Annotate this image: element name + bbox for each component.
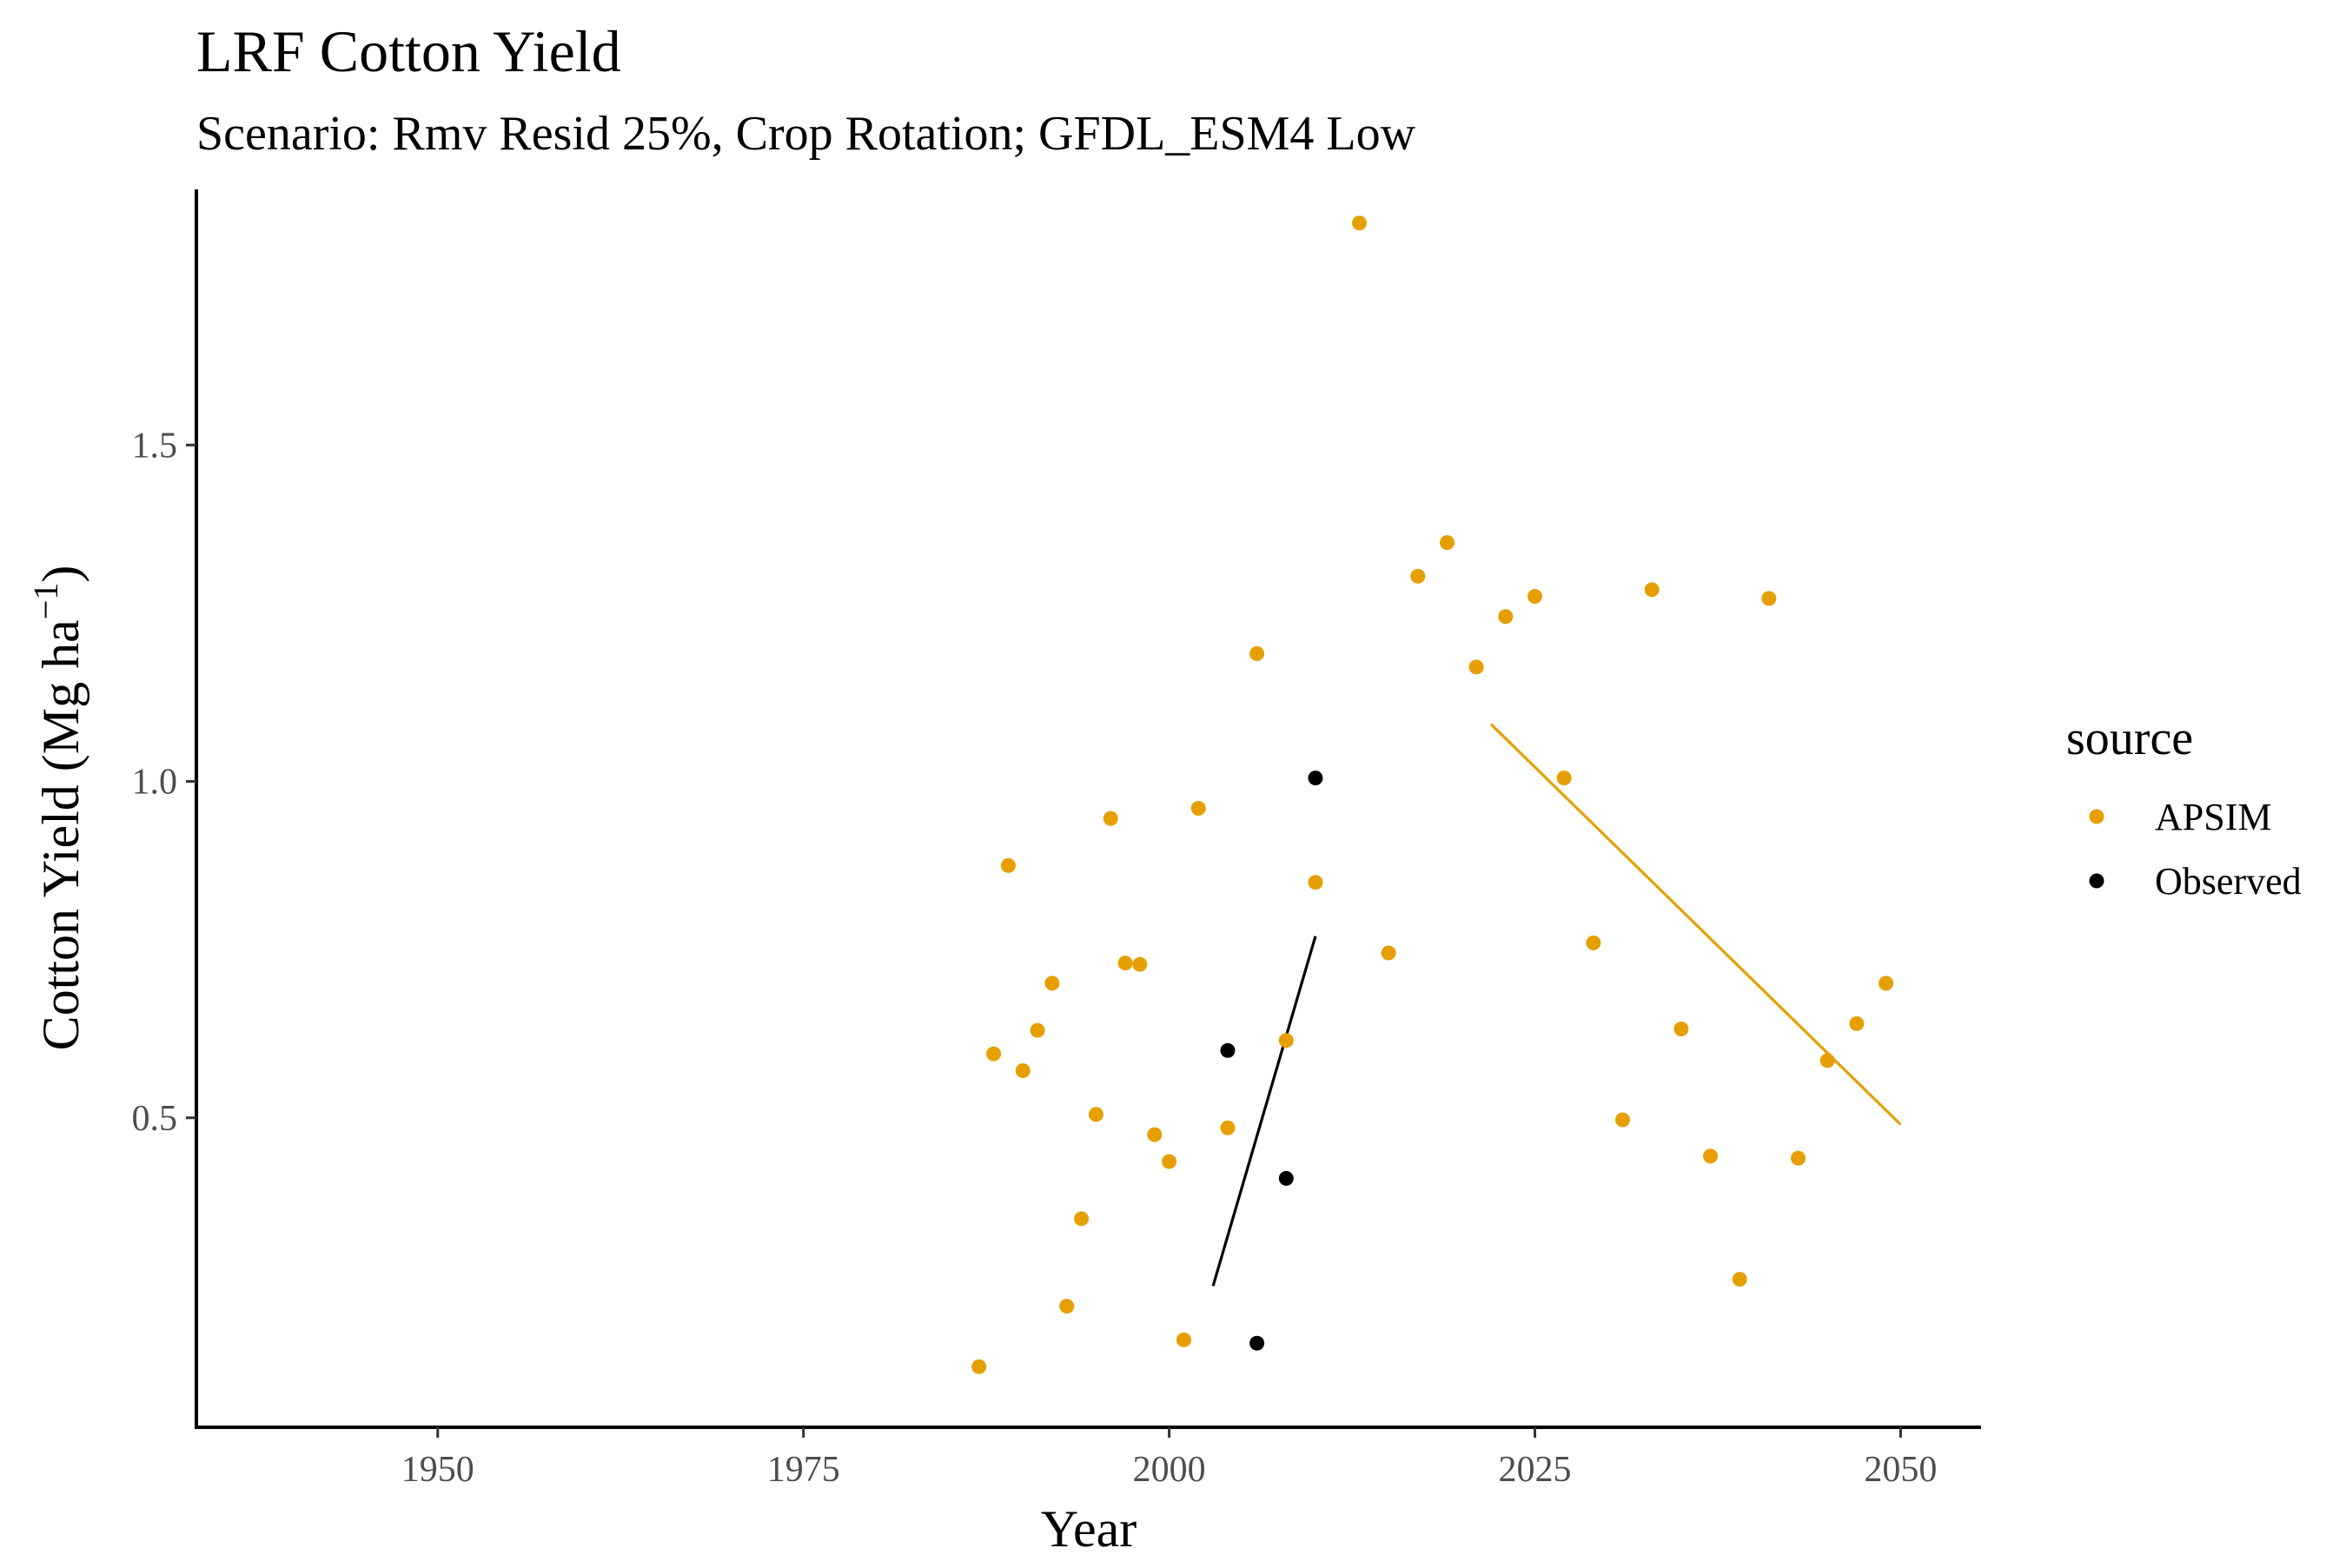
point-apsim [1439, 535, 1455, 551]
x-tick-label: 1950 [401, 1450, 474, 1490]
point-apsim [1044, 976, 1060, 991]
trend-line-apsim [1489, 723, 1902, 1126]
point-apsim [1849, 1016, 1865, 1031]
point-apsim [1791, 1150, 1806, 1166]
point-apsim [1278, 1033, 1294, 1049]
y-tick-label: 1.5 [132, 426, 178, 466]
point-apsim [1088, 1107, 1103, 1122]
legend-label-apsim: APSIM [2155, 796, 2272, 838]
x-tick-label: 2025 [1499, 1450, 1572, 1490]
point-observed [1278, 1170, 1294, 1186]
point-apsim [1586, 935, 1601, 950]
point-apsim [1147, 1127, 1163, 1142]
y-axis-title: Cotton Yield (Mg ha−1) [26, 566, 89, 1051]
point-apsim [1059, 1299, 1075, 1314]
point-apsim [1176, 1332, 1191, 1347]
x-axis-title: Year [1041, 1500, 1137, 1558]
point-apsim [1132, 956, 1148, 972]
point-apsim [1879, 976, 1894, 991]
point-observed [1308, 771, 1323, 786]
y-tick-label: 0.5 [132, 1099, 178, 1139]
point-apsim [1703, 1148, 1719, 1164]
point-apsim [1556, 771, 1572, 786]
point-apsim [1761, 591, 1777, 606]
y-tick-label: 1.0 [132, 763, 178, 803]
point-apsim [1351, 215, 1367, 231]
point-apsim [1030, 1022, 1045, 1038]
point-apsim [1117, 956, 1133, 971]
point-apsim [1819, 1053, 1835, 1068]
point-observed [1249, 1335, 1265, 1351]
y-axis-title-close: ) [32, 566, 89, 583]
x-tick-label: 1975 [767, 1450, 840, 1490]
legend-key-observed [2089, 873, 2104, 889]
legend: source APSIM Observed [2066, 711, 2302, 903]
point-observed [1220, 1042, 1236, 1058]
legend-items: APSIM Observed [2089, 796, 2302, 903]
legend-label-observed: Observed [2155, 860, 2302, 903]
x-tick-label: 2050 [1864, 1450, 1937, 1490]
point-apsim [1308, 875, 1323, 890]
x-axis-ticks: 1950 1975 2000 2025 2050 [401, 1427, 1937, 1490]
point-apsim [1673, 1022, 1689, 1037]
point-apsim [971, 1359, 987, 1374]
point-apsim [1162, 1154, 1177, 1169]
point-apsim [1468, 659, 1484, 675]
point-apsim [1103, 810, 1118, 826]
point-apsim [1000, 857, 1016, 873]
point-apsim [1074, 1211, 1090, 1227]
point-apsim [986, 1046, 1002, 1062]
point-apsim [1644, 582, 1660, 598]
point-apsim [1732, 1272, 1747, 1287]
point-apsim [1615, 1112, 1631, 1128]
point-apsim [1015, 1063, 1031, 1079]
point-apsim [1190, 801, 1206, 816]
trend-line-observed [1211, 936, 1317, 1287]
point-apsim [1498, 609, 1514, 625]
point-apsim [1410, 568, 1426, 584]
point-apsim [1381, 945, 1396, 961]
legend-key-apsim [2089, 809, 2104, 824]
y-axis-title-text: Cotton Yield (Mg ha [32, 619, 89, 1050]
chart-subtitle: Scenario: Rmv Resid 25%, Crop Rotation; … [196, 107, 1416, 161]
plot-area [971, 215, 1902, 1374]
y-axis-title-superscript: −1 [26, 583, 65, 620]
point-apsim [1220, 1120, 1236, 1135]
legend-title: source [2066, 711, 2193, 765]
y-axis-ticks: 0.5 1.0 1.5 [132, 426, 196, 1139]
chart-title: LRF Cotton Yield [196, 18, 621, 84]
point-apsim [1249, 645, 1265, 661]
point-apsim [1528, 589, 1542, 605]
x-tick-label: 2000 [1133, 1450, 1206, 1490]
